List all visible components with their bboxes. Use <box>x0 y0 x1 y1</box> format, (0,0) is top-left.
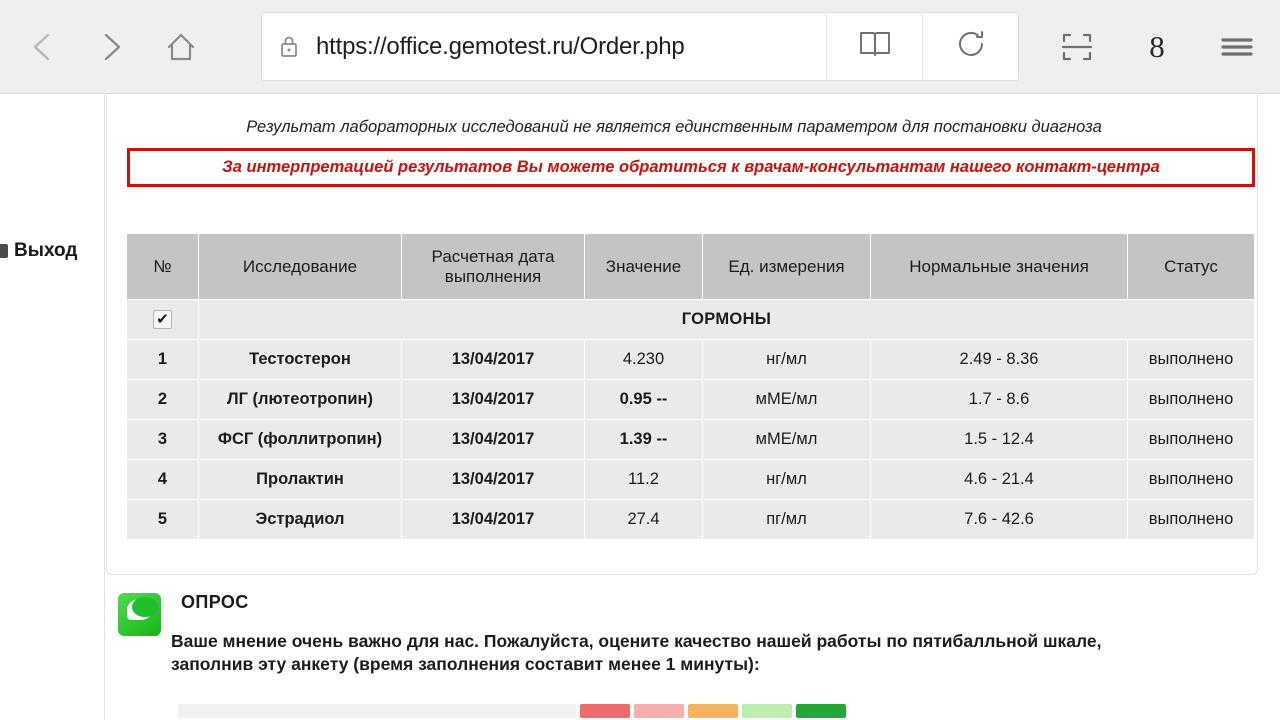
cell-value: 27.4 <box>584 499 703 540</box>
sidebar-item-logout[interactable]: Выход <box>0 240 77 262</box>
cell-study: ФСГ (фоллитропин) <box>198 419 402 460</box>
column-header-value[interactable]: Значение <box>584 233 703 300</box>
table-body: ✔ ГОРМОНЫ 1 Тестостерон 13/04/2017 4.230… <box>126 299 1255 540</box>
survey-description: Ваше мнение очень важно для нас. Пожалуй… <box>171 631 1102 675</box>
group-checkbox[interactable]: ✔ <box>153 310 172 329</box>
forward-button[interactable] <box>82 18 140 76</box>
browser-toolbar: https://office.gemotest.ru/Order.php <box>0 0 1280 94</box>
cell-date: 13/04/2017 <box>401 339 585 380</box>
rating-swatch-3[interactable] <box>688 704 738 718</box>
table-row[interactable]: 4 Пролактин 13/04/2017 11.2 нг/мл 4.6 - … <box>126 459 1255 500</box>
cell-units: мМЕ/мл <box>702 379 871 420</box>
logout-icon <box>0 244 8 258</box>
cell-number: 3 <box>126 419 199 460</box>
group-title: ГОРМОНЫ <box>681 310 772 328</box>
column-header-study[interactable]: Исследование <box>198 233 402 300</box>
cell-status: выполнено <box>1127 379 1255 420</box>
cell-units: нг/мл <box>702 459 871 500</box>
cell-normal: 4.6 - 21.4 <box>870 459 1128 500</box>
disclaimer-text: Результат лабораторных исследований не я… <box>246 118 1102 136</box>
table-row[interactable]: 2 ЛГ (лютеотропин) 13/04/2017 0.95 -- мМ… <box>126 379 1255 420</box>
tab-count[interactable]: 8 <box>1149 28 1165 64</box>
cell-number: 4 <box>126 459 199 500</box>
cell-normal: 2.49 - 8.36 <box>870 339 1128 380</box>
reader-mode-button[interactable] <box>826 12 922 81</box>
chevron-left-icon <box>28 30 58 64</box>
cell-study: Эстрадиол <box>198 499 402 540</box>
survey-title: ОПРОС <box>181 592 249 612</box>
reload-button[interactable] <box>922 12 1018 81</box>
consultation-callout: За интерпретацией результатов Вы можете … <box>127 148 1255 187</box>
column-header-normal[interactable]: Нормальные значения <box>870 233 1128 300</box>
cell-units: пг/мл <box>702 499 871 540</box>
column-header-status[interactable]: Статус <box>1127 233 1255 300</box>
cell-normal: 1.7 - 8.6 <box>870 379 1128 420</box>
rating-track <box>178 704 576 718</box>
reload-icon <box>953 26 989 67</box>
cell-status: выполнено <box>1127 499 1255 540</box>
rating-scale[interactable] <box>178 704 846 718</box>
column-header-date[interactable]: Расчетная дата выполнения <box>401 233 585 300</box>
results-card: Результат лабораторных исследований не я… <box>106 95 1258 575</box>
column-header-units[interactable]: Ед. измерения <box>702 233 871 300</box>
address-bar[interactable]: https://office.gemotest.ru/Order.php <box>261 12 1019 81</box>
cell-date: 13/04/2017 <box>401 419 585 460</box>
cell-date: 13/04/2017 <box>401 459 585 500</box>
cell-status: выполнено <box>1127 459 1255 500</box>
hamburger-menu-icon <box>1219 32 1255 62</box>
rating-swatch-4[interactable] <box>742 704 792 718</box>
cell-date: 13/04/2017 <box>401 379 585 420</box>
rating-swatch-5[interactable] <box>796 704 846 718</box>
results-table: № Исследование Расчетная дата выполнения… <box>126 233 1255 540</box>
split-screen-icon <box>1058 29 1096 65</box>
cell-value: 1.39 -- <box>584 419 703 460</box>
table-row[interactable]: 3 ФСГ (фоллитропин) 13/04/2017 1.39 -- м… <box>126 419 1255 460</box>
cell-status: выполнено <box>1127 419 1255 460</box>
cell-number: 5 <box>126 499 199 540</box>
table-head: № Исследование Расчетная дата выполнения… <box>126 233 1255 300</box>
cell-units: нг/мл <box>702 339 871 380</box>
cell-number: 2 <box>126 379 199 420</box>
cell-study: Тестостерон <box>198 339 402 380</box>
url-text: https://office.gemotest.ru/Order.php <box>316 32 685 60</box>
sidebar-item-label: Выход <box>14 240 78 261</box>
group-title-cell: ГОРМОНЫ <box>198 299 1255 340</box>
home-button[interactable] <box>152 18 210 76</box>
cell-status: выполнено <box>1127 339 1255 380</box>
cell-study: Пролактин <box>198 459 402 500</box>
cell-value: 11.2 <box>584 459 703 500</box>
table-group-row: ✔ ГОРМОНЫ <box>126 299 1255 340</box>
home-icon <box>165 30 197 64</box>
rating-swatch-2[interactable] <box>634 704 684 718</box>
cell-units: мМЕ/мл <box>702 419 871 460</box>
table-row[interactable]: 1 Тестостерон 13/04/2017 4.230 нг/мл 2.4… <box>126 339 1255 380</box>
cell-value: 4.230 <box>584 339 703 380</box>
cell-date: 13/04/2017 <box>401 499 585 540</box>
consultation-callout-text: За интерпретацией результатов Вы можете … <box>222 158 1160 176</box>
menu-button[interactable] <box>1208 18 1266 76</box>
back-button[interactable] <box>14 18 72 76</box>
page-content: Выход Результат лабораторных исследовани… <box>0 95 1280 720</box>
cell-value: 0.95 -- <box>584 379 703 420</box>
cell-normal: 1.5 - 12.4 <box>870 419 1128 460</box>
table-header-row: № Исследование Расчетная дата выполнения… <box>126 233 1255 300</box>
book-icon <box>857 28 893 65</box>
column-header-number[interactable]: № <box>126 233 199 300</box>
speech-bubble-icon <box>118 593 161 636</box>
sidebar: Выход <box>0 95 105 720</box>
cell-number: 1 <box>126 339 199 380</box>
lock-icon <box>262 34 316 59</box>
tabs-button[interactable] <box>1048 18 1106 76</box>
table-row[interactable]: 5 Эстрадиол 13/04/2017 27.4 пг/мл 7.6 - … <box>126 499 1255 540</box>
group-checkbox-cell[interactable]: ✔ <box>126 299 199 340</box>
rating-swatch-1[interactable] <box>580 704 630 718</box>
chevron-right-icon <box>96 30 126 64</box>
cell-normal: 7.6 - 42.6 <box>870 499 1128 540</box>
cell-study: ЛГ (лютеотропин) <box>198 379 402 420</box>
